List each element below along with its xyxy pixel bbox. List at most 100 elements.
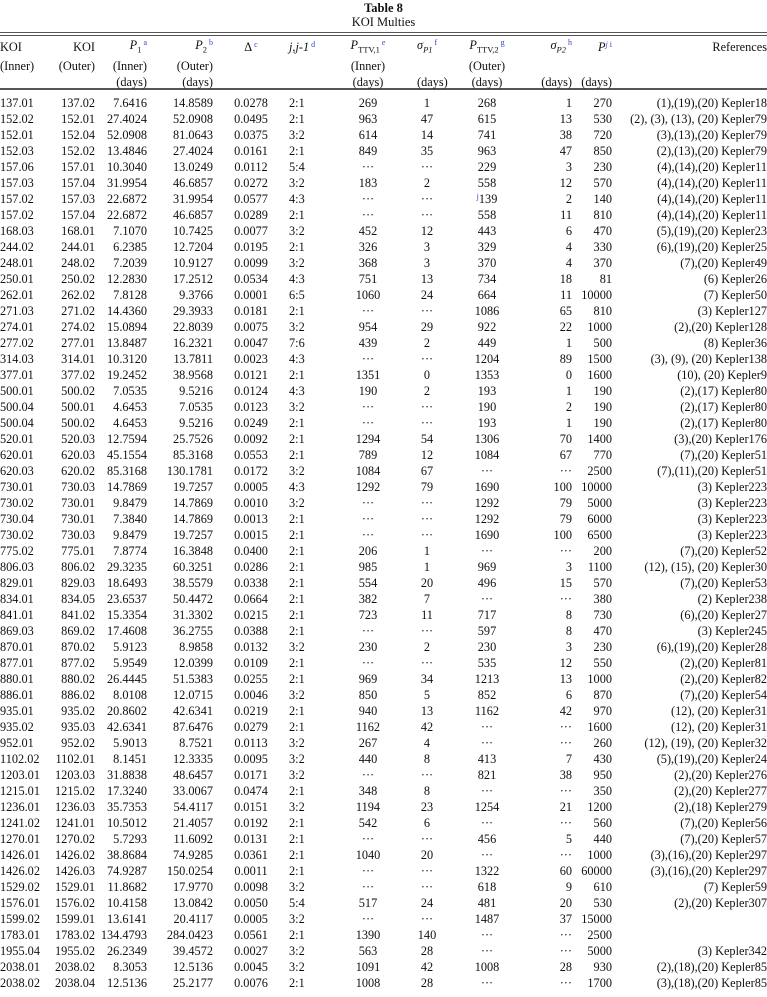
cell-sigma-p2: 28: [537, 959, 572, 975]
cell-value: 877.01: [0, 655, 34, 670]
cell-p1: 13.8487: [95, 335, 147, 351]
cell-value: ···: [361, 863, 375, 878]
table-row: 834.01 834.05 23.6537 50.4472 0.0664 2:1 382 7 ·…: [0, 591, 767, 607]
cell-delta: 0.0132: [213, 639, 289, 655]
cell-value: 1060: [355, 287, 381, 302]
cell-pttv1: 230: [319, 639, 417, 655]
cell-sigma-p2: ···: [537, 735, 572, 751]
cell-value: 12.0715: [173, 687, 213, 702]
cell-value: 17.3240: [107, 783, 147, 798]
cell-value: 268: [477, 95, 497, 110]
cell-p1: 26.4445: [95, 671, 147, 687]
cell-pttv1: 517: [319, 895, 417, 911]
cell-pttv2: ···: [437, 719, 537, 735]
table-row: 1426.02 1426.03 74.9287 150.0254 0.0011 2:1 ··…: [0, 863, 767, 879]
cell-value: 560: [593, 815, 612, 830]
cell-koi-outer: 730.03: [55, 479, 95, 495]
cell-value: 810: [593, 303, 612, 318]
cell-value: 7.0535: [113, 383, 147, 398]
cell-value: 100: [553, 527, 572, 542]
cell-jj: 3:2: [289, 639, 319, 655]
table-row: 262.01 262.02 7.8128 9.3766 0.0001 6:5 1060 24 6…: [0, 287, 767, 303]
cell-pj: 950: [572, 767, 612, 783]
cell-value: 152.03: [0, 143, 34, 158]
header-rule: [0, 88, 767, 90]
cell-koi-inner: 157.02: [0, 207, 55, 223]
cell-koi-inner: 274.01: [0, 319, 55, 335]
cell-value: 262.01: [0, 287, 34, 302]
cell-value: 46.6857: [173, 175, 213, 190]
cell-sigma-p2: 3: [537, 559, 572, 575]
cell-references: (2) Kepler238: [612, 591, 767, 607]
cell-jj: 2:1: [289, 863, 319, 879]
cell-pj: 60000: [572, 863, 612, 879]
cell-pttv2: 230: [437, 639, 537, 655]
table-title: KOI Multies: [351, 15, 416, 29]
cell-pttv1: 985: [319, 559, 417, 575]
cell-value: 1162: [355, 719, 381, 734]
cell-pttv1: 1292: [319, 479, 417, 495]
cell-sigma-p1: 2: [417, 175, 437, 191]
cell-value: ···: [420, 767, 434, 782]
cell-value: 10.5012: [107, 815, 147, 830]
cell-p2: 87.6476: [147, 719, 213, 735]
cell-p2: 60.3251: [147, 559, 213, 575]
cell-p2: 9.3766: [147, 287, 213, 303]
cell-value: 520.03: [61, 431, 95, 446]
cell-sigma-p2: 42: [537, 703, 572, 719]
cell-value: 1236.03: [55, 799, 95, 814]
cell-sigma-p2: 1: [537, 415, 572, 431]
cell-value: ···: [480, 719, 494, 734]
cell-pttv2: ···: [437, 927, 537, 943]
cell-value: 330: [593, 239, 612, 254]
cell-value: 74.9287: [107, 863, 147, 878]
cell-value: 3: [565, 159, 572, 174]
cell-pttv2: 1690: [437, 527, 537, 543]
cell-value: 54: [420, 431, 434, 446]
cell-value: ···: [420, 303, 434, 318]
cell-value: 17.9770: [173, 879, 213, 894]
cell-value: 190: [593, 399, 612, 414]
cell-sigma-p1: 3: [417, 239, 437, 255]
table-row: 274.01 274.02 15.0894 22.8039 0.0075 3:2 954 29…: [0, 319, 767, 335]
cell-value: (12), (15), (20) Kepler30: [644, 559, 767, 574]
cell-sigma-p1: ···: [417, 303, 437, 319]
cell-delta: 0.0005: [213, 479, 289, 495]
cell-value: 190: [593, 383, 612, 398]
cell-value: 244.01: [61, 239, 95, 254]
cell-koi-outer: 157.03: [55, 191, 95, 207]
cell-value: 1: [565, 335, 572, 350]
cell-sigma-p2: 12: [537, 655, 572, 671]
cell-sigma-p2: 20: [537, 895, 572, 911]
cell-pttv1: 269: [319, 95, 417, 111]
cell-value: 470: [593, 623, 612, 638]
cell-references: (2),(20) Kepler307: [612, 895, 767, 911]
cell-value: 9: [565, 879, 572, 894]
cell-value: 0.0272: [234, 175, 268, 190]
cell-value: 12.0399: [173, 655, 213, 670]
cell-p2: 12.0715: [147, 687, 213, 703]
cell-p2: 8.7521: [147, 735, 213, 751]
cell-sigma-p2: 7: [537, 751, 572, 767]
cell-value: 985: [358, 559, 378, 574]
cell-value: ···: [559, 847, 572, 862]
cell-value: 9.8479: [113, 527, 147, 542]
cell-value: 1292: [474, 511, 500, 526]
cell-value: 0.0109: [234, 655, 268, 670]
cell-pttv1: 439: [319, 335, 417, 351]
cell-sigma-p2: 11: [537, 207, 572, 223]
cell-value: 1426.03: [55, 863, 95, 878]
cell-value: 3:2: [289, 751, 305, 766]
cell-value: 33.0067: [173, 783, 213, 798]
cell-p1: 17.4608: [95, 623, 147, 639]
cell-value: 0.0400: [234, 543, 268, 558]
cell-value: 1213: [474, 671, 500, 686]
cell-koi-outer: 880.02: [55, 671, 95, 687]
cell-pttv1: 452: [319, 223, 417, 239]
cell-value: 430: [593, 751, 612, 766]
cell-value: 250.01: [0, 271, 34, 286]
cell-pttv2: 1008: [437, 959, 537, 975]
cell-sigma-p2: 79: [537, 495, 572, 511]
cell-koi-inner: 806.03: [0, 559, 55, 575]
cell-pttv2: 229: [437, 159, 537, 175]
